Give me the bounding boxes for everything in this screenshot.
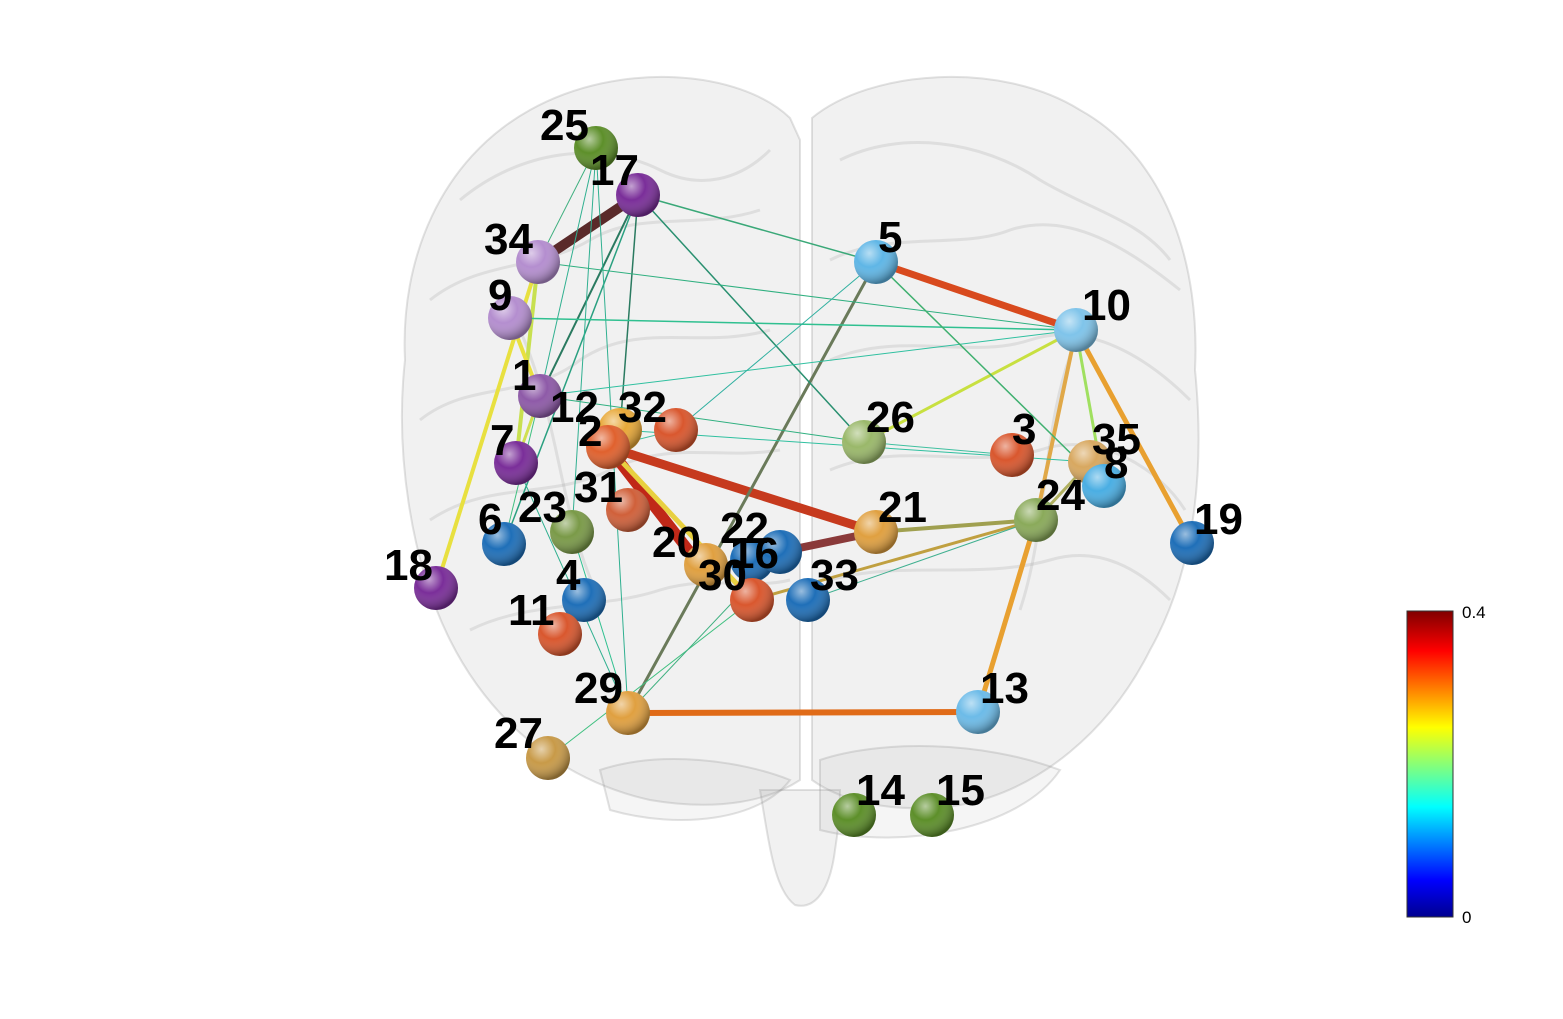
node-label: 33 [810, 551, 859, 600]
edge [539, 147, 597, 397]
node-label: 13 [980, 664, 1029, 713]
node-24 [1014, 498, 1058, 542]
node-10 [1054, 308, 1098, 352]
node-label: 18 [384, 541, 433, 590]
node-label: 1 [512, 351, 536, 400]
node-label: 5 [878, 213, 902, 262]
node-label: 6 [478, 495, 502, 544]
node-label: 16 [730, 529, 779, 578]
edge [872, 258, 1080, 334]
edge [626, 260, 878, 715]
edge [605, 444, 755, 603]
node-label: 12 [550, 383, 599, 432]
edge [625, 709, 981, 716]
node-33 [786, 578, 830, 622]
node-34 [516, 240, 560, 284]
node-label: 23 [518, 483, 567, 532]
node-label: 17 [590, 146, 639, 195]
node-label: 34 [484, 215, 533, 264]
node-label: 31 [574, 463, 623, 512]
colorbar-gradient [1406, 610, 1454, 918]
node-1 [518, 374, 562, 418]
node-label: 8 [1104, 439, 1128, 488]
node-labels: 25 17 34 9 5 10 1 12 32 2 26 3 35 8 7 31… [384, 101, 1243, 815]
node-label: 35 [1092, 415, 1141, 464]
node-4 [562, 578, 606, 622]
edge [1034, 328, 1078, 522]
node-label: 14 [856, 766, 905, 815]
edge [539, 329, 1077, 397]
node-16 [758, 530, 802, 574]
node-23 [550, 510, 594, 554]
node-11 [538, 612, 582, 656]
edge [975, 517, 1039, 715]
node-25 [574, 126, 618, 170]
node-label: 19 [1194, 495, 1243, 544]
edge [571, 147, 597, 533]
node-13 [956, 690, 1000, 734]
node-label: 30 [698, 551, 747, 600]
edge [619, 194, 639, 431]
node-15 [910, 793, 954, 837]
node-label: 21 [878, 483, 927, 532]
node-21 [854, 510, 898, 554]
colorbar-min-label: 0 [1462, 908, 1471, 927]
node-label: 25 [540, 101, 589, 150]
edge [603, 442, 881, 537]
node-label: 11 [508, 586, 555, 635]
node-31 [606, 488, 650, 532]
edge [539, 194, 639, 397]
node-6 [482, 522, 526, 566]
node-17 [616, 173, 660, 217]
edge [863, 441, 1013, 456]
node-14 [832, 793, 876, 837]
node-label: 4 [556, 551, 581, 600]
edge [537, 261, 1077, 331]
node-29 [606, 691, 650, 735]
edge [875, 261, 1105, 487]
node-label: 24 [1036, 471, 1085, 520]
edge [874, 518, 1038, 534]
node-8 [1082, 464, 1126, 508]
colorbar-max-label: 0.4 [1462, 603, 1486, 622]
node-label: 3 [1012, 405, 1036, 454]
network-nodes [414, 126, 1214, 837]
node-label: 10 [1082, 281, 1131, 330]
node-27 [526, 736, 570, 780]
edge [862, 328, 1078, 444]
node-30 [730, 578, 774, 622]
node-label: 20 [652, 518, 701, 567]
edge [807, 519, 1037, 601]
edge [675, 261, 877, 431]
node-32 [654, 408, 698, 452]
node-label: 26 [866, 393, 915, 442]
node-2 [586, 425, 630, 469]
node-label: 29 [574, 664, 623, 713]
node-3 [990, 433, 1034, 477]
node-label: 27 [494, 709, 543, 758]
edge [637, 194, 865, 443]
edge [509, 317, 1077, 331]
node-label: 32 [618, 383, 667, 432]
node-18 [414, 566, 458, 610]
node-9 [488, 296, 532, 340]
node-label: 9 [488, 271, 512, 320]
node-20 [684, 543, 728, 587]
node-5 [854, 240, 898, 284]
edge [539, 395, 865, 443]
node-label: 7 [490, 416, 514, 465]
node-7 [494, 441, 538, 485]
node-label: 22 [720, 504, 769, 553]
edge [547, 599, 753, 759]
node-19 [1170, 521, 1214, 565]
colorbar: 0.4 0 [1406, 603, 1486, 927]
node-label: 2 [578, 407, 602, 456]
edge [1073, 327, 1195, 546]
edge [571, 531, 629, 714]
node-label: 15 [936, 766, 985, 815]
node-26 [842, 420, 886, 464]
edge [637, 194, 877, 263]
